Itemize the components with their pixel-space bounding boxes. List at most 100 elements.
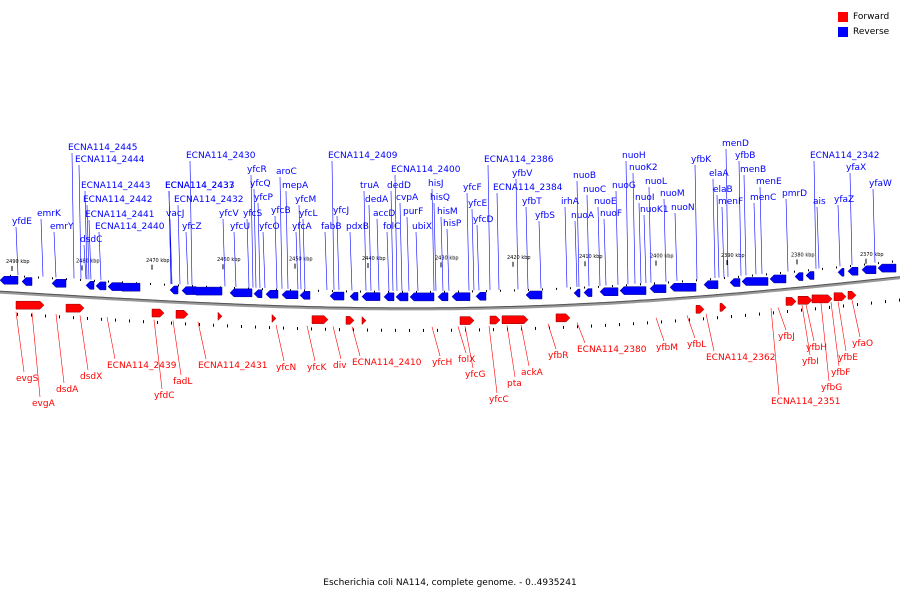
reverse-gene-label-yfca: yfcA	[292, 222, 312, 232]
reverse-gene-arrow	[349, 292, 359, 301]
minor-tick	[745, 313, 746, 317]
reverse-gene-label-mene: menE	[756, 177, 782, 187]
genome-backbone	[0, 276, 900, 311]
minor-tick	[17, 312, 18, 316]
reverse-gene-leader	[603, 218, 607, 286]
minor-tick	[157, 320, 158, 324]
forward-gene-leader	[332, 326, 342, 360]
minor-tick	[304, 289, 305, 292]
forward-gene-label-evga: evgA	[32, 399, 56, 409]
reverse-gene-label-nuom: nuoM	[660, 189, 685, 199]
legend-forward-label: Forward	[853, 11, 890, 22]
minor-tick	[59, 315, 60, 319]
reverse-gene-label-yfbb: yfbB	[735, 151, 755, 161]
reverse-gene-label-yfaz: yfaZ	[834, 195, 854, 205]
forward-gene-arrow	[489, 315, 501, 325]
forward-gene-leader	[770, 308, 780, 396]
minor-tick	[780, 272, 781, 275]
minor-tick	[514, 289, 515, 292]
forward-gene-label-yfao: yfaO	[852, 339, 873, 349]
minor-tick	[864, 263, 865, 266]
minor-tick	[297, 327, 298, 331]
minor-tick	[815, 307, 816, 311]
reverse-gene-label-ecna114-2400: ECNA114_2400	[391, 165, 461, 175]
minor-tick	[213, 323, 214, 327]
forward-gene-leader	[805, 304, 815, 342]
forward-gene-label-yfdc: yfdC	[154, 391, 175, 401]
forward-gene-leader	[520, 324, 530, 367]
minor-tick	[871, 301, 872, 305]
reverse-gene-leader	[88, 219, 92, 280]
reverse-gene-leader	[189, 160, 193, 285]
minor-tick	[87, 316, 88, 320]
reverse-gene-leader	[336, 215, 340, 291]
kbp-tick-label: 2430 kbp	[435, 255, 459, 261]
forward-gene-label-yfcg: yfcG	[465, 370, 485, 380]
reverse-gene-leader	[185, 231, 189, 285]
reverse-gene-label-ecna114-2432: ECNA114_2432	[174, 195, 243, 205]
reverse-gene-leader	[674, 212, 678, 281]
reverse-gene-leader	[663, 198, 667, 282]
reverse-gene-label-ecna114-2441: ECNA114_2441	[85, 210, 154, 220]
forward-gene-label-yfbj: yfbJ	[778, 332, 795, 342]
reverse-gene-label-nuoa: nuoA	[571, 211, 595, 221]
forward-gene-leader	[55, 313, 65, 384]
reverse-gene-label-hisp: hisP	[443, 219, 462, 229]
reverse-gene-arrow	[475, 292, 487, 301]
reverse-gene-label-ecna114-2386: ECNA114_2386	[484, 155, 554, 165]
forward-gene-label-ecna114-2362: ECNA114_2362	[706, 353, 775, 363]
reverse-gene-leader	[648, 186, 652, 283]
forward-gene-label-yfbi: yfbI	[802, 357, 819, 367]
forward-gene-label-pta: pta	[507, 379, 522, 389]
reverse-gene-leader	[574, 220, 578, 288]
reverse-gene-label-yfbk: yfbK	[691, 155, 712, 165]
reverse-gene-label-deda: dedA	[365, 195, 389, 205]
kbp-tick-label: 2410 kbp	[579, 254, 603, 260]
reverse-gene-labels: yfdE emrK emrY dsdC ECNA114_2445 ECNA114_2444…	[12, 139, 892, 291]
reverse-gene-label-mepa: mepA	[282, 181, 309, 191]
kbp-scale: 2490 kbp 2480 kbp 2470 kbp 2460 kbp 2450 kbp…	[6, 252, 900, 332]
reverse-gene-label-yfax: yfaX	[846, 163, 866, 173]
reverse-gene-leader	[257, 202, 261, 288]
reverse-gene-arrow	[794, 272, 804, 281]
reverse-gene-arrow	[729, 278, 741, 287]
minor-tick	[535, 326, 536, 330]
reverse-gene-label-nuoe: nuoE	[594, 197, 617, 207]
reverse-gene-arrow	[599, 287, 619, 296]
reverse-gene-label-yfcq: yfcQ	[250, 179, 271, 189]
reverse-gene-arrow	[329, 291, 345, 301]
reverse-gene-leader	[525, 206, 529, 290]
legend-reverse-label: Reverse	[853, 26, 890, 37]
reverse-gene-leader	[386, 231, 390, 291]
minor-tick	[444, 290, 445, 293]
reverse-gene-leader	[298, 204, 302, 290]
reverse-gene-leader	[399, 202, 403, 291]
minor-tick	[528, 288, 529, 291]
reverse-gene-leader	[743, 174, 747, 276]
reverse-gene-label-yfcj: yfcJ	[333, 206, 349, 216]
reverse-gene-label-aroc: aroC	[276, 167, 297, 177]
reverse-gene-leader	[515, 178, 519, 290]
minor-tick	[430, 290, 431, 293]
forward-gene-arrow	[459, 316, 475, 325]
reverse-gene-arrow	[21, 277, 33, 286]
minor-tick	[710, 278, 711, 281]
forward-gene-arrow	[345, 316, 355, 325]
minor-tick	[339, 328, 340, 332]
reverse-gene-label-trua: truA	[360, 181, 380, 191]
minor-tick	[360, 290, 361, 293]
kbp-tick-label: 2460 kbp	[217, 257, 241, 263]
backbone-core	[0, 276, 900, 309]
forward-gene-label-yfbl: yfbL	[687, 340, 706, 350]
forward-gene-leader	[837, 301, 847, 352]
reverse-gene-arrow	[395, 292, 409, 302]
reverse-gene-leader	[725, 148, 729, 277]
forward-gene-arrow	[175, 310, 189, 319]
forward-gene-arrow	[361, 316, 367, 326]
reverse-gene-leader	[586, 194, 590, 287]
forward-gene-leader	[830, 302, 840, 367]
reverse-gene-arrow	[229, 288, 253, 298]
reverse-gene-label-yfcs: yfcS	[243, 209, 262, 219]
reverse-gene-leader	[431, 188, 435, 291]
